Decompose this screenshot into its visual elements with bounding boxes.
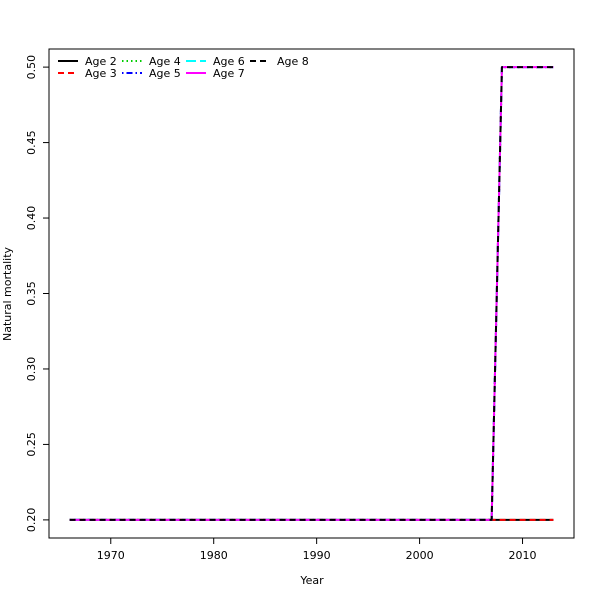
y-tick-label: 0.25 xyxy=(25,432,38,457)
y-tick-label: 0.45 xyxy=(25,130,38,155)
x-tick-label: 1990 xyxy=(303,549,331,562)
x-axis-label: Year xyxy=(299,574,324,587)
x-tick-label: 2000 xyxy=(406,549,434,562)
y-tick-label: 0.50 xyxy=(25,55,38,80)
series-layer xyxy=(69,66,554,521)
legend-label: Age 2 xyxy=(85,55,117,68)
x-tick-label: 1980 xyxy=(200,549,228,562)
y-axis: 0.20 0.25 0.30 0.35 0.40 0.45 0.50 xyxy=(25,55,50,533)
y-tick-label: 0.35 xyxy=(25,281,38,306)
legend-label: Age 5 xyxy=(149,67,181,80)
legend-label: Age 3 xyxy=(85,67,117,80)
legend-label: Age 4 xyxy=(149,55,181,68)
legend-label: Age 7 xyxy=(213,67,245,80)
series-line-age-8 xyxy=(69,66,554,521)
x-axis: 1970 1980 1990 2000 2010 xyxy=(97,537,537,562)
x-tick-label: 2010 xyxy=(509,549,537,562)
legend-label: Age 8 xyxy=(277,55,309,68)
y-tick-label: 0.40 xyxy=(25,206,38,231)
x-tick-label: 1970 xyxy=(97,549,125,562)
y-tick-label: 0.30 xyxy=(25,357,38,382)
y-axis-label: Natural mortality xyxy=(1,246,14,341)
legend-label: Age 6 xyxy=(213,55,245,68)
y-tick-label: 0.20 xyxy=(25,508,38,533)
